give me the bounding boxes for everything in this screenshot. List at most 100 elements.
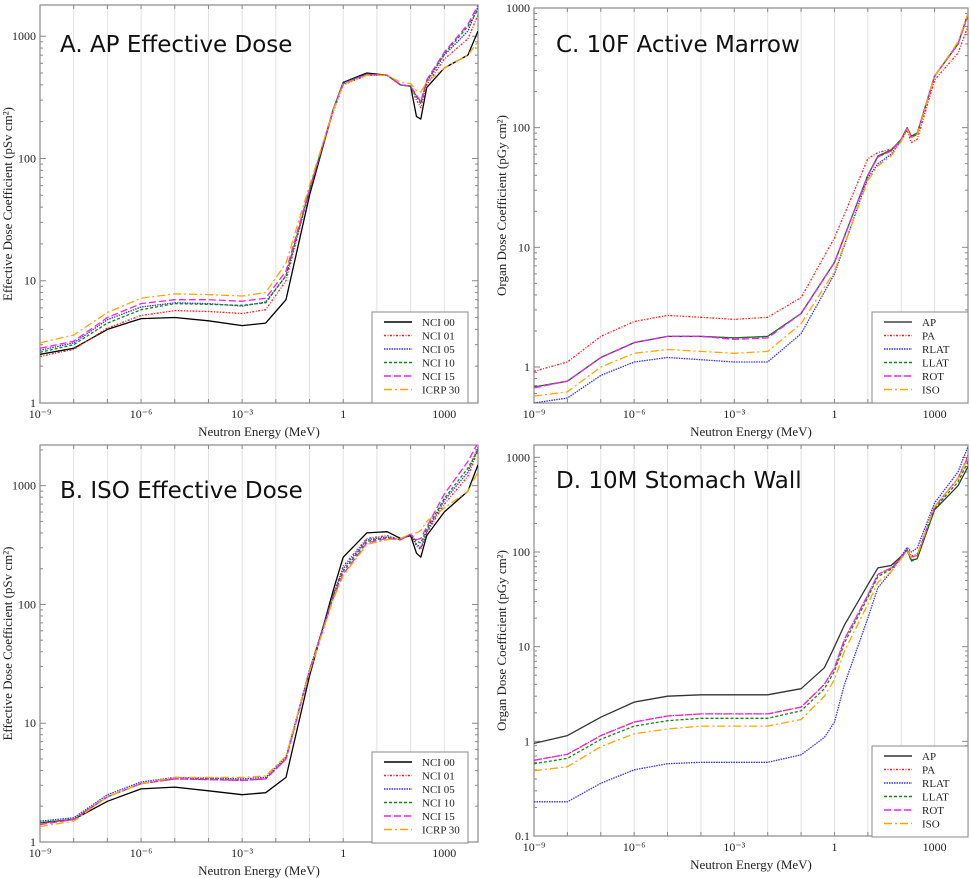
series-line-icrp-30	[40, 41, 478, 344]
plot-frame	[39, 4, 479, 404]
y-tick-label: 0.1	[515, 829, 530, 843]
y-axis-title: Effective Dose Coefficient (pSv cm²)	[0, 546, 15, 740]
chart-panel-b: 10⁻⁹ 10⁻⁶ 10⁻³ 1 1000 1 10 100 1000 Neutron Energ…	[0, 444, 479, 878]
legend-label: RLAT	[922, 778, 950, 790]
legend-label: ICRP 30	[422, 825, 460, 837]
panel-title: D. 10M Stomach Wall	[556, 468, 802, 494]
x-tick-label: 10⁻³	[723, 840, 745, 854]
y-tick-label: 1	[30, 835, 36, 849]
y-axis-title: Effective Dose Coefficient (pSv cm²)	[0, 107, 15, 301]
legend-label: ISO	[922, 385, 940, 397]
x-tick-label: 10⁻³	[231, 407, 253, 421]
legend-label: RLAT	[922, 344, 950, 356]
y-tick-label: 10	[24, 274, 36, 288]
x-tick-label: 1	[340, 407, 346, 421]
y-tick-label: 1	[524, 734, 530, 748]
legend-label: NCI 15	[422, 371, 455, 383]
legend-label: NCI 05	[422, 344, 455, 356]
legend-label: NCI 10	[422, 798, 455, 810]
series-line-rot	[534, 14, 968, 389]
legend-label: NCI 10	[422, 358, 455, 370]
legend-label: NCI 00	[422, 757, 455, 769]
legend-box	[871, 745, 969, 838]
x-tick-label: 10⁻⁹	[29, 846, 52, 860]
x-axis-title: Neutron Energy (MeV)	[690, 857, 812, 872]
y-tick-label: 10	[24, 716, 36, 730]
series-line-nci-10	[40, 449, 478, 824]
y-tick-label: 1000	[506, 1, 530, 15]
series-line-llat	[534, 14, 968, 388]
y-tick-label: 1000	[12, 29, 36, 43]
legend-box	[871, 311, 969, 404]
series-line-icrp-30	[40, 471, 478, 828]
panel-title: A. AP Effective Dose	[60, 32, 292, 58]
series-line-llat	[534, 461, 968, 765]
x-tick-label: 1000	[923, 407, 947, 421]
x-tick-label: 10⁻³	[723, 407, 745, 421]
series-line-nci-00	[40, 30, 478, 355]
series-line-rot	[534, 457, 968, 761]
y-tick-label: 100	[18, 151, 36, 165]
x-tick-label: 10⁻⁶	[130, 846, 153, 860]
plot-frame	[39, 444, 479, 843]
legend-box	[371, 311, 469, 404]
legend-label: NCI 00	[422, 317, 455, 329]
legend-label: AP	[922, 317, 936, 329]
series-line-iso	[534, 457, 968, 772]
x-tick-label: 10⁻⁶	[623, 840, 646, 854]
series-line-nci-00	[40, 464, 478, 824]
x-tick-label: 1000	[923, 840, 947, 854]
chart-panel-c: 10⁻⁹ 10⁻⁶ 10⁻³ 1 1000 1 10 100 1000 Neutron Energ…	[494, 1, 969, 439]
y-tick-label: 1000	[12, 479, 36, 493]
legend-label: NCI 01	[422, 331, 455, 343]
series-line-rlat	[534, 446, 968, 803]
legend-label: PA	[922, 765, 935, 777]
legend-label: ROT	[922, 805, 944, 817]
legend-label: AP	[922, 751, 936, 763]
y-axis-title: Organ Dose Coefficient (pGy cm²)	[494, 550, 509, 731]
legend-label: LLAT	[922, 358, 949, 370]
legend-label: LLAT	[922, 792, 949, 804]
legend-label: NCI 15	[422, 811, 455, 823]
legend-label: NCI 05	[422, 784, 455, 796]
x-axis-title: Neutron Energy (MeV)	[198, 424, 320, 439]
chart-panel-a: 10⁻⁹ 10⁻⁶ 10⁻³ 1 1000 1 10 100 1000 Neutron Energ…	[0, 4, 479, 439]
series-line-nci-01	[40, 14, 478, 358]
x-tick-label: 1000	[432, 846, 456, 860]
series-line-pa	[534, 26, 968, 372]
y-tick-label: 100	[18, 597, 36, 611]
legend-box	[371, 751, 469, 844]
panel-title: C. 10F Active Marrow	[556, 32, 800, 58]
plot-frame	[533, 444, 969, 837]
y-tick-label: 1	[30, 396, 36, 410]
x-tick-label: 1	[831, 407, 837, 421]
y-tick-label: 10	[518, 640, 530, 654]
plot-frame	[533, 7, 969, 404]
y-tick-label: 1	[524, 360, 530, 374]
legend-label: ISO	[922, 819, 940, 831]
legend-label: NCI 01	[422, 771, 455, 783]
y-tick-label: 10	[518, 240, 530, 254]
legend-label: ICRP 30	[422, 385, 460, 397]
legend-label: ROT	[922, 371, 944, 383]
y-tick-label: 100	[512, 121, 530, 135]
panel-title: B. ISO Effective Dose	[60, 478, 303, 504]
x-tick-label: 10⁻⁹	[523, 407, 546, 421]
y-tick-label: 100	[512, 545, 530, 559]
chart-panel-d: 10⁻⁹ 10⁻⁶ 10⁻³ 1 1000 0.1 1 10 100 1000 Neutron En…	[494, 444, 969, 872]
y-axis-title: Organ Dose Coefficient (pGy cm²)	[494, 115, 509, 296]
x-tick-label: 1	[340, 846, 346, 860]
x-axis-title: Neutron Energy (MeV)	[198, 863, 320, 878]
legend-label: PA	[922, 331, 935, 343]
series-line-iso	[534, 13, 968, 397]
series-line-ap	[534, 466, 968, 745]
x-tick-label: 10⁻⁹	[523, 840, 546, 854]
y-tick-label: 1000	[506, 450, 530, 464]
x-tick-label: 10⁻³	[231, 846, 253, 860]
x-tick-label: 10⁻⁶	[130, 407, 153, 421]
